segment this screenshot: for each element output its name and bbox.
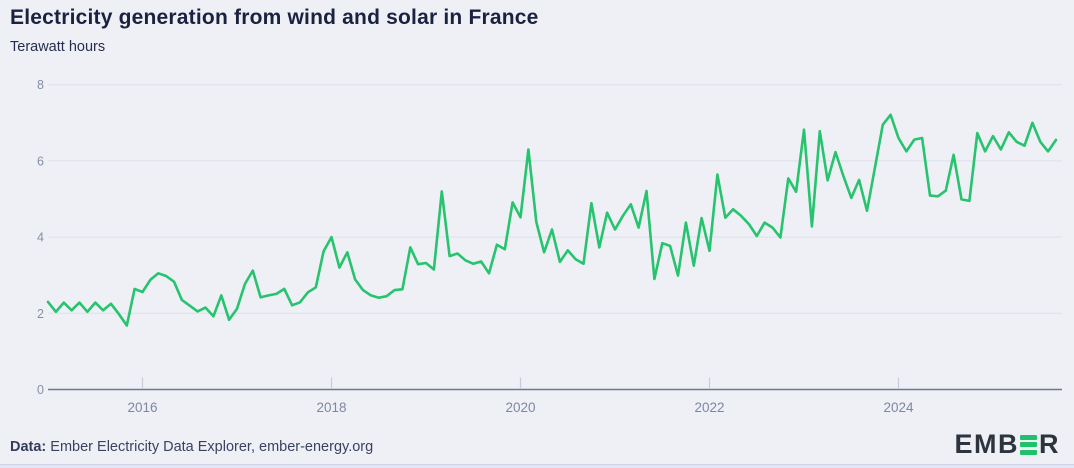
data-source: Data: Ember Electricity Data Explorer, e…: [10, 439, 373, 455]
x-axis-label: 2024: [883, 400, 914, 415]
data-source-text: Ember Electricity Data Explorer, ember-e…: [46, 439, 374, 455]
ember-logo-text-left: EMB: [954, 429, 1019, 459]
chart-header: Electricity generation from wind and sol…: [10, 6, 539, 55]
chart-title: Electricity generation from wind and sol…: [10, 6, 539, 29]
y-axis-label: 8: [37, 78, 44, 92]
x-axis-label: 2022: [694, 400, 724, 415]
y-axis-label: 2: [37, 307, 44, 321]
line-chart-svg: 0 2 4 6 8 2016 2018 2020 2022 2024: [37, 78, 1062, 415]
y-axis-label: 0: [37, 383, 44, 397]
y-axis-label: 4: [37, 231, 44, 245]
chart-subtitle: Terawatt hours: [10, 39, 106, 55]
data-source-label: Data:: [10, 439, 47, 455]
ember-logo-e-bars-icon: [1020, 434, 1037, 455]
ember-logo: EMB R: [955, 431, 1061, 458]
y-axis-label: 6: [37, 154, 44, 168]
x-axis-label: 2016: [127, 400, 157, 415]
x-axis-label: 2020: [505, 400, 535, 415]
x-axis-label: 2018: [316, 400, 346, 415]
bottom-edge-divider: [0, 464, 1074, 468]
ember-logo-text-right: R: [1039, 429, 1060, 459]
wind-solar-line: [46, 113, 1058, 327]
chart-area: 0 2 4 6 8 2016 2018 2020 2022 2024: [37, 78, 1062, 415]
